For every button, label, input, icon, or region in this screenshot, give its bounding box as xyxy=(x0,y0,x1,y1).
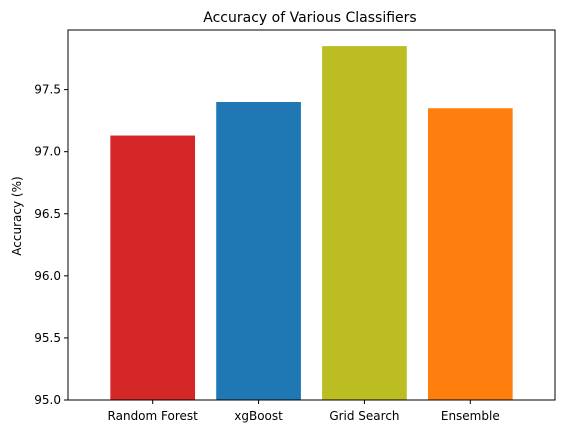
x-axis-ticks: Random Forest xgBoost Grid Search Ensemble xyxy=(108,400,500,423)
y-tick-label: 96.5 xyxy=(34,207,61,221)
bars-group xyxy=(110,46,513,401)
chart-title: Accuracy of Various Classifiers xyxy=(203,10,416,26)
y-tick-label: 97.5 xyxy=(34,83,61,97)
y-tick-label: 97.0 xyxy=(34,145,61,159)
bar-xgboost xyxy=(216,102,301,400)
bar-random-forest xyxy=(110,135,196,400)
y-axis-label: Accuracy (%) xyxy=(10,176,24,255)
x-tick-label: xgBoost xyxy=(234,409,283,423)
x-tick-label: Ensemble xyxy=(441,409,500,423)
bar-ensemble xyxy=(427,108,513,401)
y-tick-label: 95.0 xyxy=(34,393,61,407)
y-axis-ticks: 95.0 95.5 96.0 96.5 97.0 97.5 xyxy=(34,83,68,407)
x-tick-label: Grid Search xyxy=(329,409,399,423)
plot-frame xyxy=(67,29,556,401)
y-tick-label: 95.5 xyxy=(34,331,61,345)
x-tick-label: Random Forest xyxy=(108,409,199,423)
bar-grid-search xyxy=(322,46,407,401)
y-tick-label: 96.0 xyxy=(34,269,61,283)
